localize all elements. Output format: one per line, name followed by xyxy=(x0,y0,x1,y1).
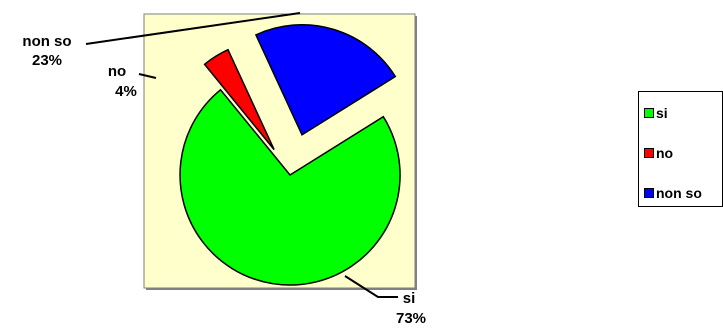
legend-swatch-si xyxy=(644,108,654,118)
leader-line-non-so xyxy=(85,12,301,45)
slice-label-no-percent: 4% xyxy=(115,83,137,100)
pie-slice-no xyxy=(203,48,275,151)
legend-swatch-non-so xyxy=(644,188,654,198)
legend-item-si: si xyxy=(644,104,668,122)
legend-item-no: no xyxy=(644,144,673,162)
leader-line-no xyxy=(138,73,157,79)
legend-item-non-so: non so xyxy=(644,184,702,202)
leader-lines xyxy=(85,12,398,298)
leader-line-si xyxy=(344,275,398,298)
slice-label-si-name: si xyxy=(403,290,416,307)
legend-label-no: no xyxy=(656,145,674,161)
pie-slice-non-so xyxy=(254,24,397,136)
pie-slices xyxy=(179,24,401,286)
slice-label-no-name: no xyxy=(108,63,126,80)
legend: si no non so xyxy=(638,91,723,207)
legend-label-non-so: non so xyxy=(656,185,702,201)
legend-swatch-no xyxy=(644,148,654,158)
slice-label-si-percent: 73% xyxy=(396,310,426,327)
slice-label-non-so-percent: 23% xyxy=(32,52,62,69)
pie-slice-si xyxy=(179,88,401,286)
slice-label-non-so-name: non so xyxy=(22,33,71,50)
legend-label-si: si xyxy=(656,105,668,121)
